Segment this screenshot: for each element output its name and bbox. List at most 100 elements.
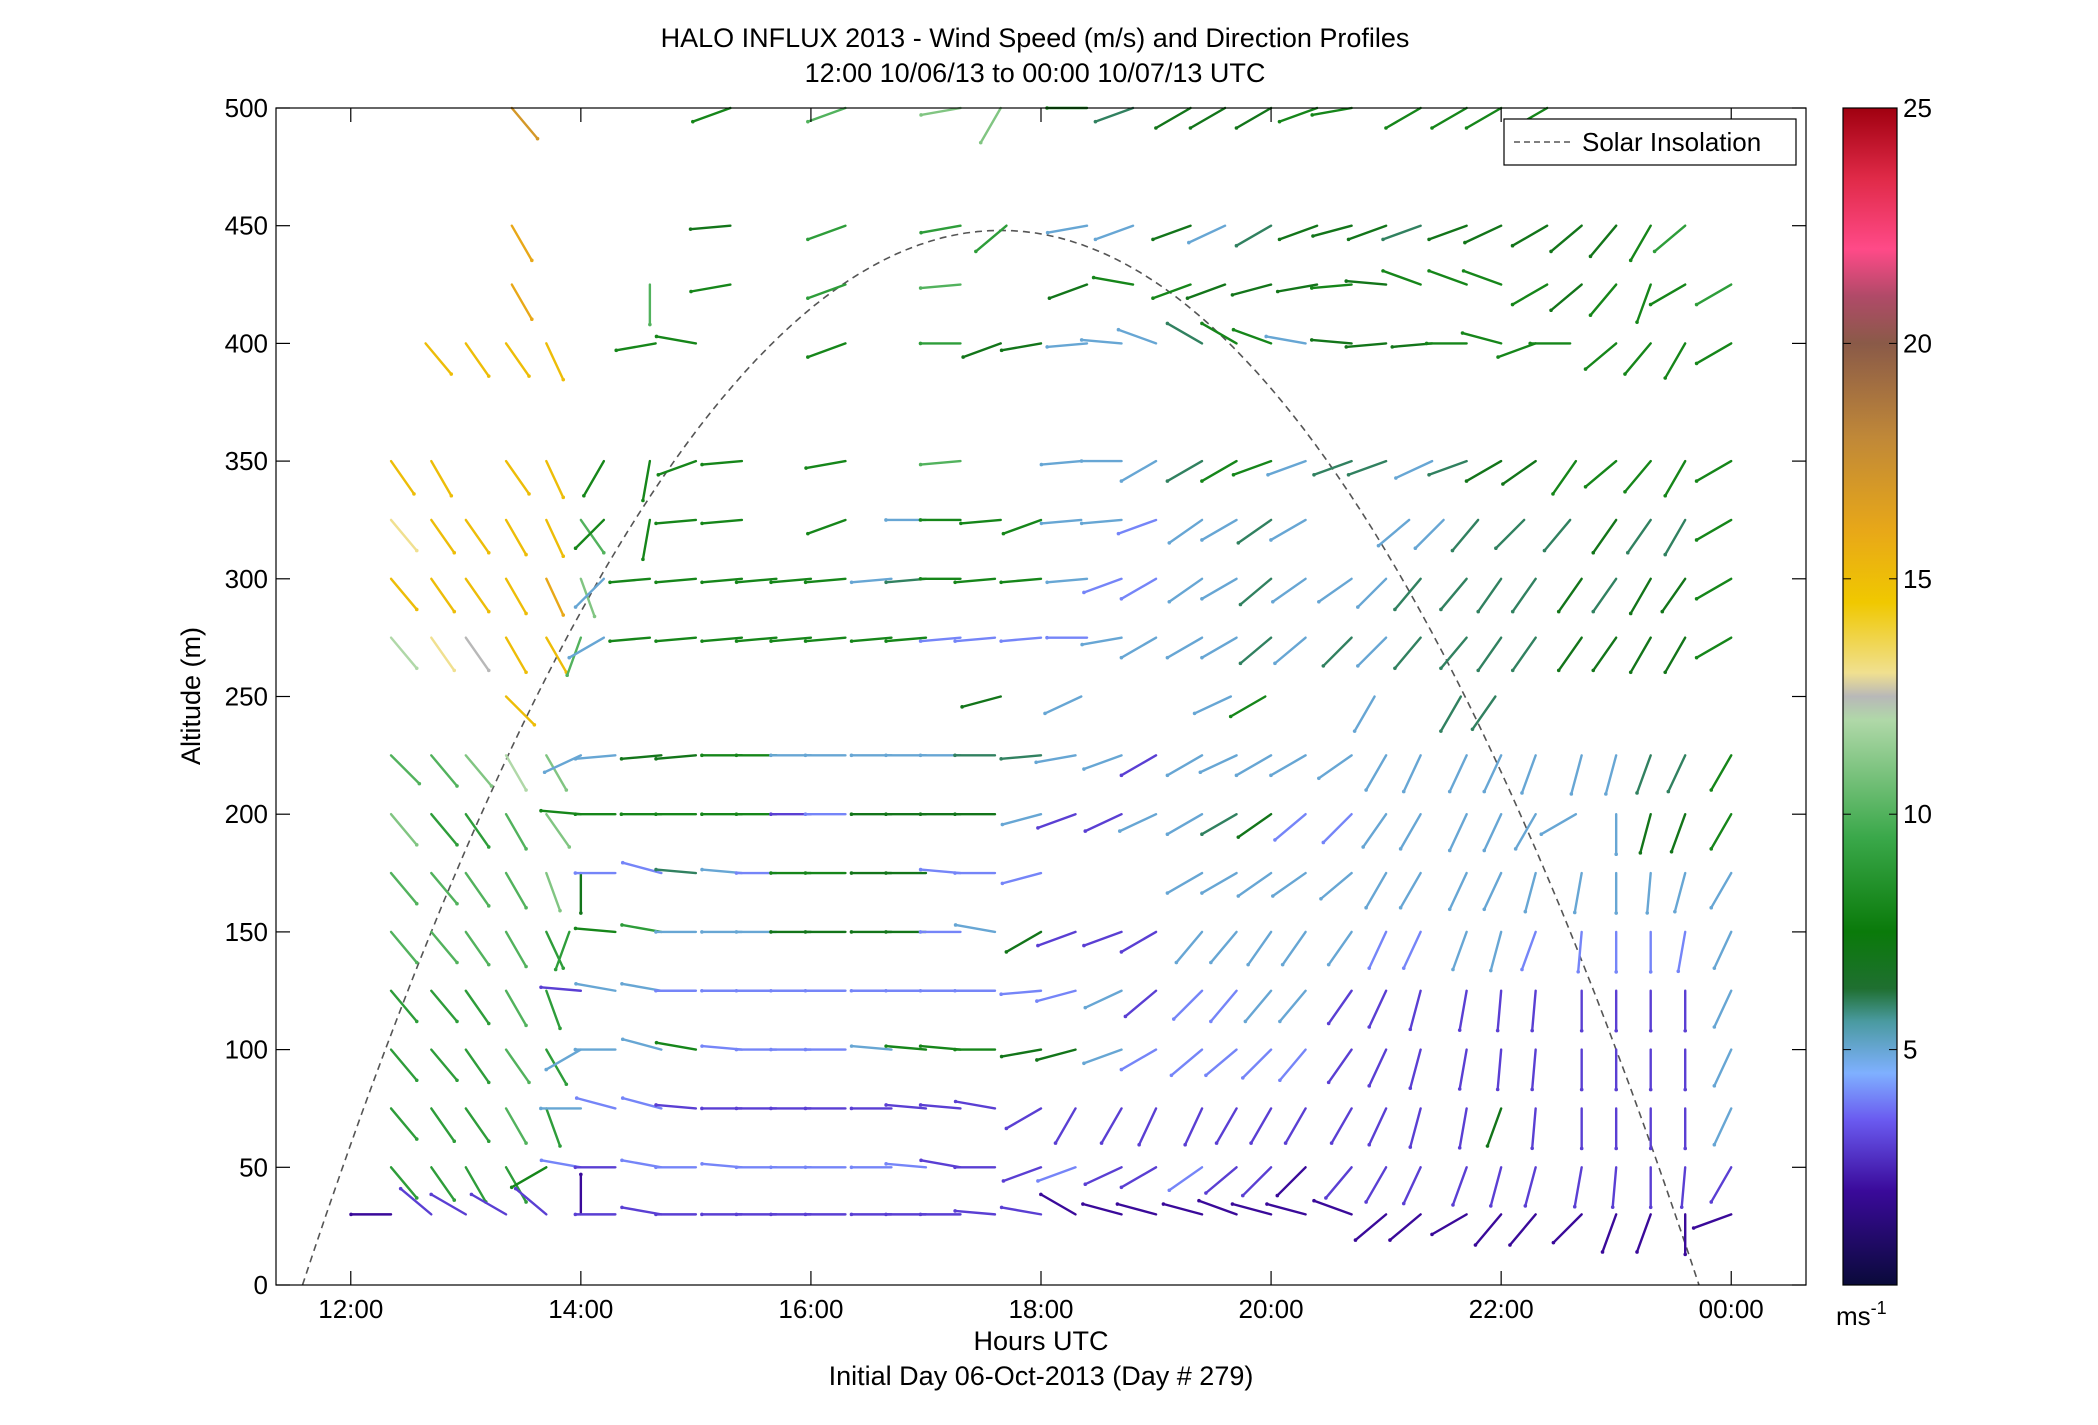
wind-barb (953, 1165, 997, 1170)
wind-barb-shaft (1368, 930, 1388, 970)
wind-barb-shaft (504, 342, 531, 378)
wind-barb (700, 577, 744, 585)
wind-barb-shaft (1118, 813, 1158, 833)
wind-barb-shaft (1494, 518, 1526, 550)
wind-barb-shaft (1154, 106, 1192, 130)
wind-barb-tip (803, 580, 808, 585)
legend-solar-label: Solar Insolation (1582, 127, 1761, 157)
wind-barb (1628, 636, 1652, 675)
wind-barb-tip (1495, 1028, 1500, 1033)
wind-barb (1309, 338, 1353, 345)
wind-barb-tip (524, 670, 528, 675)
wind-barb-tip (1638, 851, 1643, 855)
wind-barb-shaft (430, 577, 456, 613)
wind-barb-shaft (1120, 459, 1158, 483)
wind-barb-tip (700, 521, 704, 526)
wind-barb-shaft (1246, 930, 1273, 966)
wind-barb-shaft (1635, 283, 1652, 324)
wind-barb-tip (561, 495, 566, 500)
wind-barb-shaft (1183, 1107, 1204, 1146)
wind-barb-tip (803, 1212, 808, 1217)
wind-barb-tip (884, 518, 888, 522)
wind-barb-shaft (919, 459, 962, 466)
wind-barb-tip (620, 923, 624, 927)
wind-barb-tip (1047, 296, 1052, 301)
wind-barb-tip (1367, 1084, 1372, 1088)
wind-barb-tip (535, 136, 540, 141)
wind-barb-shaft (504, 754, 528, 792)
wind-barb-shaft (1364, 871, 1388, 909)
wind-barb-shaft (389, 1166, 418, 1200)
legend-box (1503, 118, 1797, 166)
wind-barb-tip (620, 1158, 624, 1163)
wind-barb (1083, 989, 1123, 1010)
wind-barb-tip (1523, 1204, 1528, 1208)
y-tick-label: 300 (225, 564, 268, 594)
wind-barb (654, 577, 698, 585)
wind-barb (884, 636, 928, 643)
wind-barb-shaft (430, 518, 456, 554)
wind-barb (656, 459, 698, 477)
wind-barb-tip (1039, 521, 1044, 526)
wind-barb (1614, 813, 1618, 856)
wind-barb (1495, 1048, 1503, 1092)
wind-barb-shaft (554, 930, 571, 971)
wind-barb-tip (1460, 331, 1465, 335)
wind-barb (608, 636, 652, 643)
wind-barb (430, 459, 454, 498)
wind-barb-tip (1034, 760, 1038, 765)
plot-area (301, 106, 1733, 1286)
wind-barb (1388, 1213, 1422, 1242)
wind-barb-shaft (1137, 1107, 1158, 1146)
wind-barb-shaft (806, 283, 847, 300)
wind-barb-shaft (1530, 989, 1537, 1032)
wind-barb (1119, 1048, 1158, 1072)
wind-barb-tip (1000, 822, 1005, 827)
wind-barb (619, 754, 663, 761)
wind-barb-shaft (1667, 754, 1687, 793)
wind-barb (1035, 989, 1077, 1003)
wind-barb (430, 636, 457, 673)
wind-barb-tip (1694, 302, 1699, 307)
wind-barb (1384, 106, 1422, 130)
wind-barb-shaft (1451, 518, 1480, 552)
wind-barb (1510, 577, 1537, 614)
wind-barb (1463, 224, 1503, 245)
wind-barb-shaft (545, 577, 565, 617)
wind-barb-tip (449, 372, 454, 376)
wind-barb-shaft (464, 871, 490, 908)
wind-barb-tip (953, 871, 957, 875)
wind-barb-tip (1053, 1141, 1058, 1145)
wind-barb (1265, 1202, 1307, 1216)
wind-barb-shaft (545, 636, 568, 674)
wind-barb-shaft (1094, 224, 1135, 241)
wind-barb-shaft (615, 342, 657, 352)
wind-barb-shaft (1084, 1166, 1123, 1186)
y-axis: 0 50 100 150 200 250 300 350 400 450 500 (225, 93, 1806, 1300)
wind-barb (1039, 518, 1083, 526)
wind-barb (1447, 754, 1468, 794)
wind-barb-tip (1187, 240, 1191, 245)
wind-barb-tip (1501, 482, 1505, 486)
wind-barb-tip (1401, 1201, 1406, 1206)
wind-barb-shaft (1524, 871, 1537, 913)
wind-barb-tip (1439, 666, 1443, 671)
wind-barb-shaft (1043, 695, 1083, 715)
wind-barb (389, 459, 416, 496)
wind-barb-tip (1119, 597, 1124, 601)
wind-barb-shaft (1005, 930, 1043, 954)
wind-barb (1496, 342, 1537, 359)
wind-barb-tip (803, 1106, 808, 1111)
wind-barb (1447, 813, 1468, 853)
wind-barb (1709, 754, 1733, 792)
wind-barb-tip (953, 923, 958, 927)
wind-barb-shaft (1209, 989, 1238, 1023)
wind-barb (1623, 342, 1652, 376)
wind-barb-tip (527, 492, 531, 496)
wind-barb-tip (1648, 1028, 1653, 1033)
wind-barb (1648, 1048, 1653, 1092)
wind-barb-tip (1488, 1204, 1493, 1208)
wind-barb-tip (919, 230, 923, 235)
wind-barb-shaft (510, 106, 539, 140)
wind-barb-shaft (1402, 754, 1422, 793)
